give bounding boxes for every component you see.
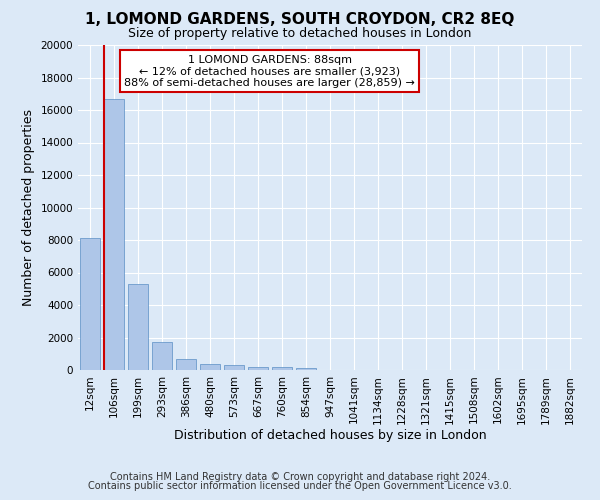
Bar bbox=[152, 342, 172, 370]
Bar bbox=[200, 364, 220, 370]
Bar bbox=[248, 366, 268, 370]
Text: Size of property relative to detached houses in London: Size of property relative to detached ho… bbox=[128, 28, 472, 40]
Text: 1, LOMOND GARDENS, SOUTH CROYDON, CR2 8EQ: 1, LOMOND GARDENS, SOUTH CROYDON, CR2 8E… bbox=[85, 12, 515, 28]
Text: Contains public sector information licensed under the Open Government Licence v3: Contains public sector information licen… bbox=[88, 481, 512, 491]
Bar bbox=[224, 366, 244, 370]
Y-axis label: Number of detached properties: Number of detached properties bbox=[22, 109, 35, 306]
Bar bbox=[176, 358, 196, 370]
Bar bbox=[80, 238, 100, 370]
Bar bbox=[272, 367, 292, 370]
Text: Contains HM Land Registry data © Crown copyright and database right 2024.: Contains HM Land Registry data © Crown c… bbox=[110, 472, 490, 482]
Bar bbox=[104, 98, 124, 370]
Bar bbox=[296, 368, 316, 370]
X-axis label: Distribution of detached houses by size in London: Distribution of detached houses by size … bbox=[173, 429, 487, 442]
Text: 1 LOMOND GARDENS: 88sqm
← 12% of detached houses are smaller (3,923)
88% of semi: 1 LOMOND GARDENS: 88sqm ← 12% of detache… bbox=[124, 54, 415, 88]
Bar bbox=[128, 284, 148, 370]
